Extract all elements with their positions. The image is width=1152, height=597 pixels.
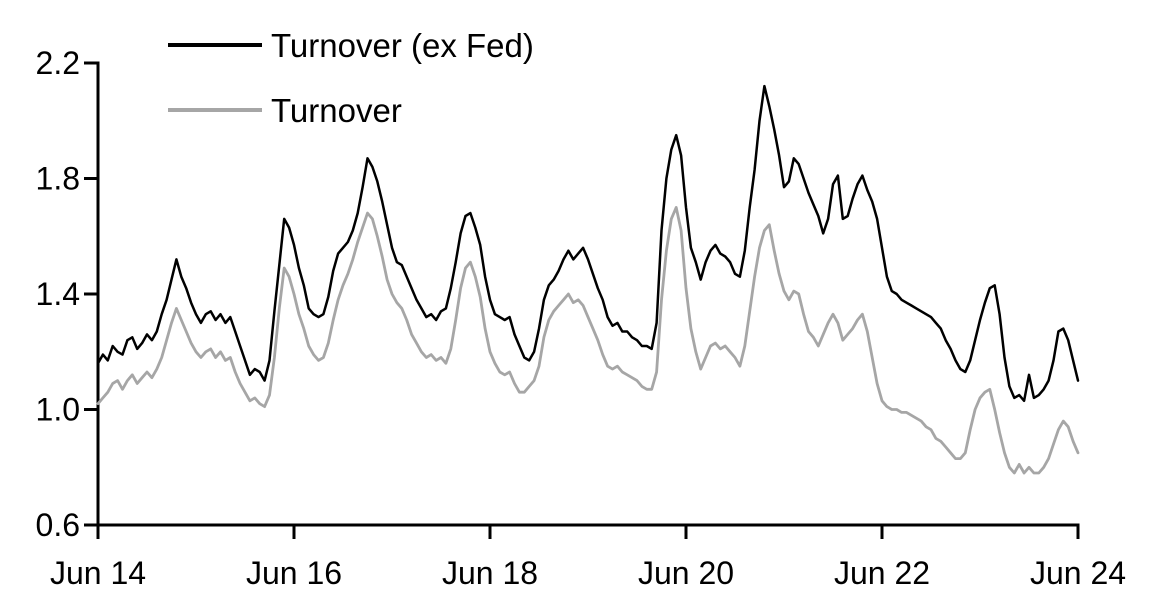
y-tick-label: 2.2 xyxy=(36,45,80,81)
axes: 0.6 1.0 1.4 1.8 2.2 Jun 14 Jun 16 Jun 18 Jun 20 J… xyxy=(36,45,1127,591)
series-line-turnover-ex-fed xyxy=(96,84,1080,403)
y-tick-label: 1.0 xyxy=(36,392,80,428)
x-tick-label: Jun 22 xyxy=(834,555,930,591)
x-tick-label: Jun 20 xyxy=(638,555,734,591)
y-tick-label: 0.6 xyxy=(36,507,80,543)
series-line-turnover xyxy=(96,205,1080,475)
x-tick-label: Jun 14 xyxy=(50,555,146,591)
legend: Turnover (ex Fed) Turnover xyxy=(168,27,534,129)
x-tick-label: Jun 24 xyxy=(1030,555,1126,591)
legend-label-turnover: Turnover xyxy=(271,92,402,129)
y-tick-label: 1.4 xyxy=(36,276,80,312)
y-tick-label: 1.8 xyxy=(36,161,80,197)
x-tick-label: Jun 18 xyxy=(442,555,538,591)
x-tick-label: Jun 16 xyxy=(246,555,342,591)
legend-label-turnover-ex-fed: Turnover (ex Fed) xyxy=(271,27,534,64)
series-lines xyxy=(96,84,1080,475)
